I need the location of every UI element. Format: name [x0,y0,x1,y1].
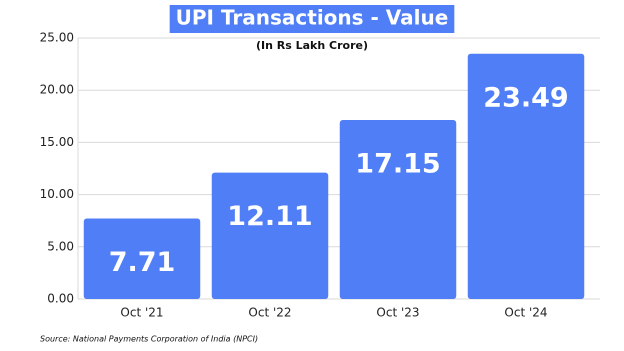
value-label: 23.49 [483,82,568,113]
bar [83,218,201,299]
y-tick-label: 5.00 [47,239,74,253]
y-tick-label: 25.00 [40,31,74,45]
y-tick-label: 20.00 [40,83,74,97]
chart-subtitle: (In Rs Lakh Crore) [256,39,368,52]
value-label: 7.71 [109,247,176,278]
y-tick-label: 10.00 [40,187,74,201]
x-tick-label: Oct '21 [120,306,163,320]
x-tick-label: Oct '22 [248,306,291,320]
value-label: 17.15 [355,148,440,179]
chart-title: UPI Transactions - Value [176,6,449,30]
y-tick-label: 15.00 [40,135,74,149]
source-note: Source: National Payments Corporation of… [40,335,258,344]
title-background [169,5,455,33]
bar [339,119,457,299]
bar [467,53,585,299]
y-tick-label: 0.00 [47,292,74,306]
bar [211,172,329,299]
x-tick-label: Oct '23 [376,306,419,320]
x-tick-label: Oct '24 [504,306,547,320]
value-label: 12.11 [227,201,312,232]
